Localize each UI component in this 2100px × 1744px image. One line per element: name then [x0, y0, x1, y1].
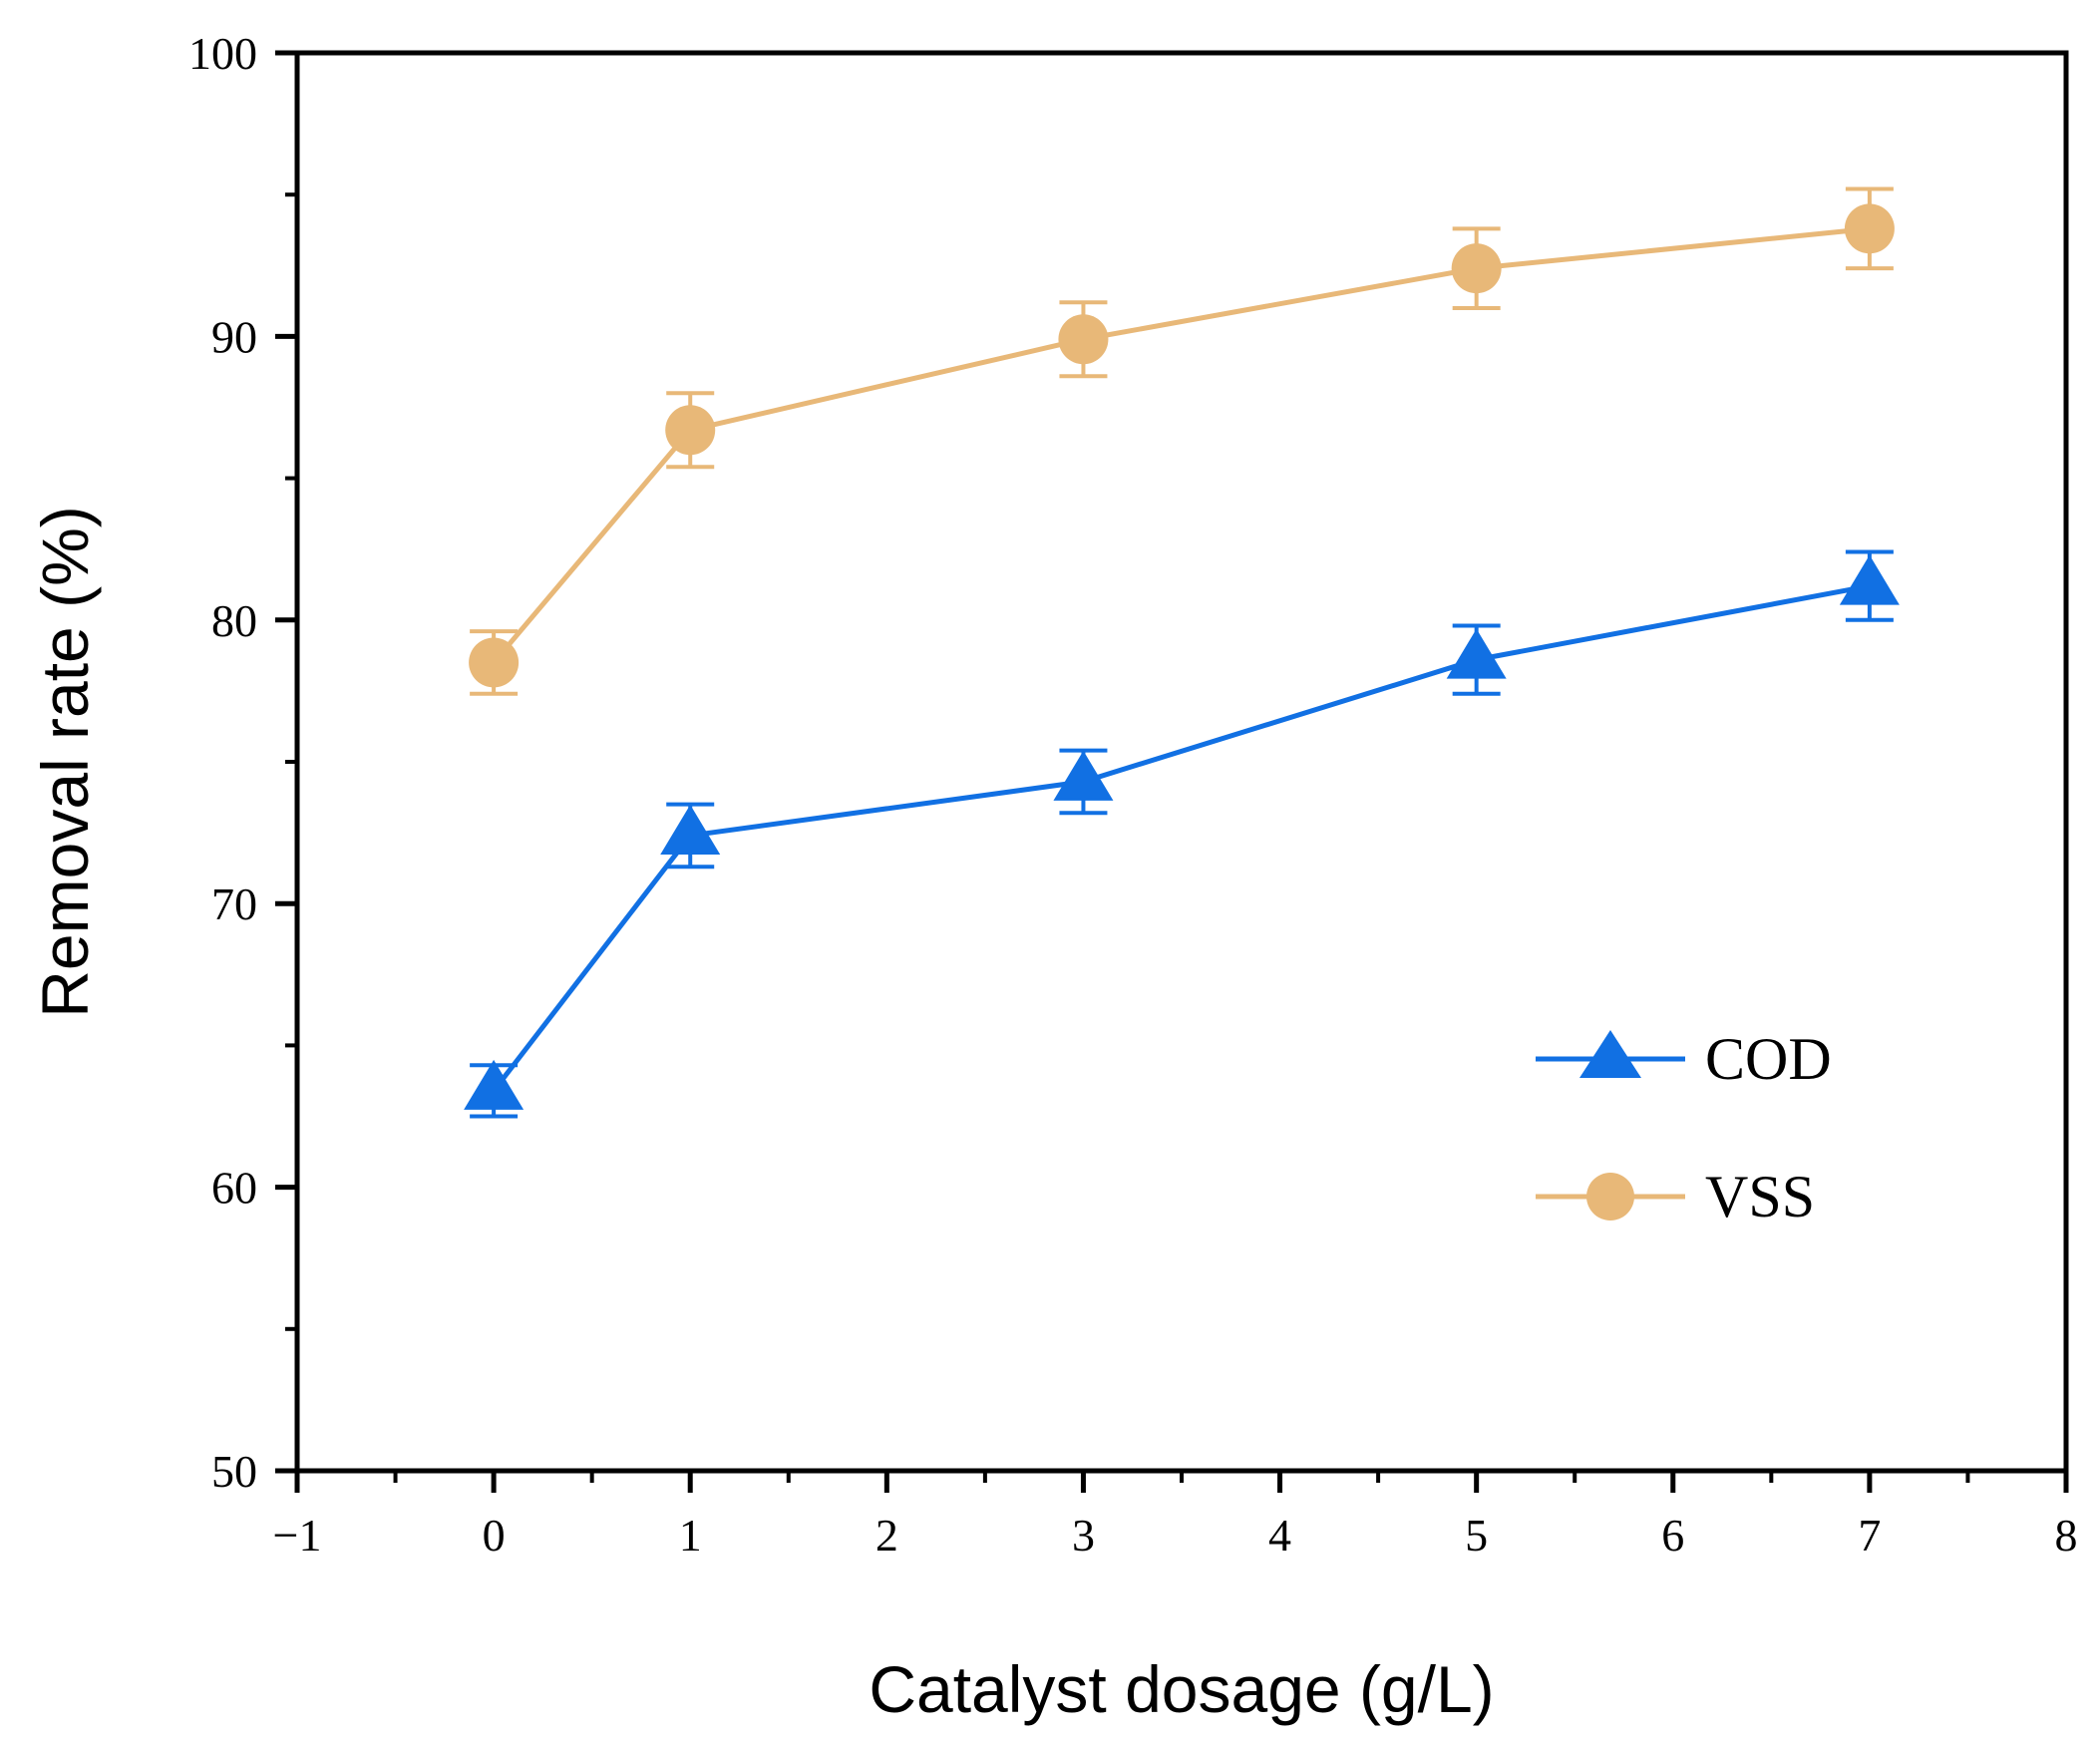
cod-point: [1053, 750, 1114, 801]
x-tick-label: 8: [2055, 1510, 2078, 1561]
vss-point: [1058, 314, 1109, 365]
axis-layer: −1 0 1 2 3 4 5 6 7 8 50 60 70 80 90 100: [188, 28, 2078, 1561]
y-tick-label: 80: [211, 595, 257, 646]
legend-circle-icon: [1586, 1173, 1634, 1221]
legend-item-vss: VSS: [1536, 1164, 1815, 1229]
x-tick-label: 6: [1661, 1510, 1684, 1561]
y-axis-title: Removal rate (%): [28, 506, 102, 1017]
x-tick-label: 7: [1858, 1510, 1881, 1561]
legend-label-vss: VSS: [1705, 1164, 1815, 1229]
cod-point: [464, 1059, 525, 1110]
x-tick-label: 2: [875, 1510, 898, 1561]
x-tick-label: 4: [1268, 1510, 1291, 1561]
legend-label-cod: COD: [1705, 1026, 1832, 1092]
y-tick-label: 70: [211, 878, 257, 929]
y-tick-label: 50: [211, 1446, 257, 1497]
y-tick-label: 100: [188, 28, 257, 79]
y-tick-label: 90: [211, 311, 257, 362]
x-tick-label: 1: [679, 1510, 702, 1561]
vss-point: [1451, 243, 1502, 294]
cod-point: [660, 804, 721, 855]
legend-triangle-icon: [1579, 1030, 1641, 1078]
legend: COD VSS: [1536, 1026, 1832, 1229]
vss-point: [1844, 203, 1895, 254]
cod-point: [1446, 628, 1507, 679]
x-tick-label: 5: [1465, 1510, 1488, 1561]
legend-item-cod: COD: [1536, 1026, 1832, 1092]
y-tick-label: 60: [211, 1163, 257, 1214]
x-tick-label: 0: [483, 1510, 506, 1561]
series-vss: [469, 186, 1895, 696]
plot-frame: [294, 50, 2069, 1474]
series-layer: [464, 186, 1900, 1119]
x-tick-label: 3: [1072, 1510, 1095, 1561]
vss-point: [469, 637, 520, 688]
x-axis-title: Catalyst dosage (g/L): [869, 1652, 1494, 1726]
series-cod: [464, 549, 1900, 1119]
vss-point: [665, 405, 716, 456]
cod-point: [1839, 554, 1900, 605]
x-tick-label: −1: [273, 1510, 322, 1561]
